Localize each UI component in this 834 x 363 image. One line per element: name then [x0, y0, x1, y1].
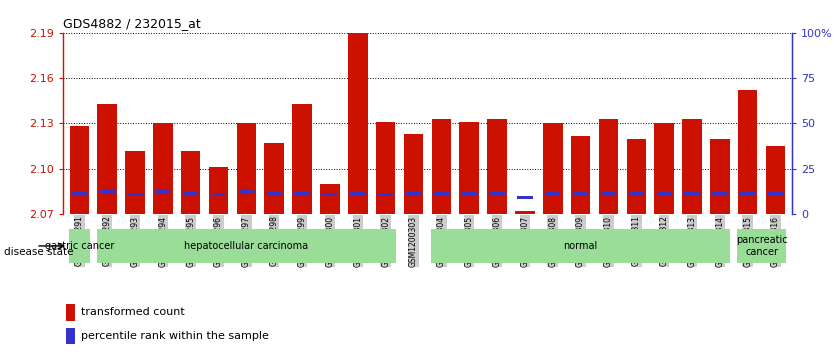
- Bar: [740, 191, 756, 195]
- Bar: [515, 211, 535, 214]
- Bar: [406, 191, 421, 195]
- Text: hepatocellular carcinoma: hepatocellular carcinoma: [184, 241, 309, 251]
- Bar: [682, 119, 701, 214]
- Bar: [517, 196, 533, 199]
- Bar: [66, 304, 75, 321]
- Bar: [712, 191, 727, 195]
- Bar: [239, 190, 254, 194]
- Text: disease state: disease state: [4, 247, 73, 257]
- Bar: [599, 119, 618, 214]
- Bar: [183, 191, 198, 195]
- Bar: [710, 139, 730, 214]
- Bar: [264, 143, 284, 214]
- Bar: [685, 191, 700, 195]
- Bar: [69, 126, 89, 214]
- Bar: [348, 33, 368, 214]
- Text: transformed count: transformed count: [81, 307, 184, 317]
- Bar: [322, 193, 338, 196]
- Bar: [431, 229, 731, 263]
- Text: gastric cancer: gastric cancer: [44, 241, 114, 251]
- Bar: [320, 184, 339, 214]
- Bar: [629, 191, 644, 195]
- Bar: [487, 119, 507, 214]
- Bar: [293, 104, 312, 214]
- Bar: [181, 151, 200, 214]
- Bar: [294, 191, 309, 195]
- Bar: [376, 122, 395, 214]
- Bar: [545, 191, 560, 195]
- Bar: [72, 192, 87, 196]
- Bar: [490, 191, 505, 195]
- Bar: [737, 229, 786, 263]
- Bar: [125, 151, 145, 214]
- Bar: [434, 191, 449, 195]
- Bar: [404, 134, 423, 214]
- Bar: [237, 123, 256, 214]
- Bar: [738, 90, 757, 214]
- Bar: [350, 191, 365, 195]
- Bar: [768, 191, 783, 195]
- Text: GDS4882 / 232015_at: GDS4882 / 232015_at: [63, 17, 200, 30]
- Bar: [656, 191, 672, 195]
- Bar: [208, 167, 229, 214]
- Bar: [211, 193, 226, 196]
- Bar: [432, 119, 451, 214]
- Text: pancreatic
cancer: pancreatic cancer: [736, 235, 787, 257]
- Bar: [98, 104, 117, 214]
- Bar: [461, 191, 477, 195]
- Bar: [766, 146, 786, 214]
- Bar: [600, 191, 616, 195]
- Bar: [570, 135, 590, 214]
- Bar: [97, 229, 396, 263]
- Bar: [655, 123, 674, 214]
- Bar: [69, 229, 89, 263]
- Bar: [66, 328, 75, 344]
- Bar: [573, 191, 588, 195]
- Bar: [460, 122, 479, 214]
- Bar: [128, 193, 143, 196]
- Bar: [267, 191, 282, 195]
- Bar: [543, 123, 562, 214]
- Bar: [99, 190, 115, 194]
- Text: percentile rank within the sample: percentile rank within the sample: [81, 331, 269, 341]
- Text: normal: normal: [564, 241, 598, 251]
- Bar: [155, 190, 170, 194]
- Bar: [626, 139, 646, 214]
- Bar: [153, 123, 173, 214]
- Bar: [378, 193, 394, 196]
